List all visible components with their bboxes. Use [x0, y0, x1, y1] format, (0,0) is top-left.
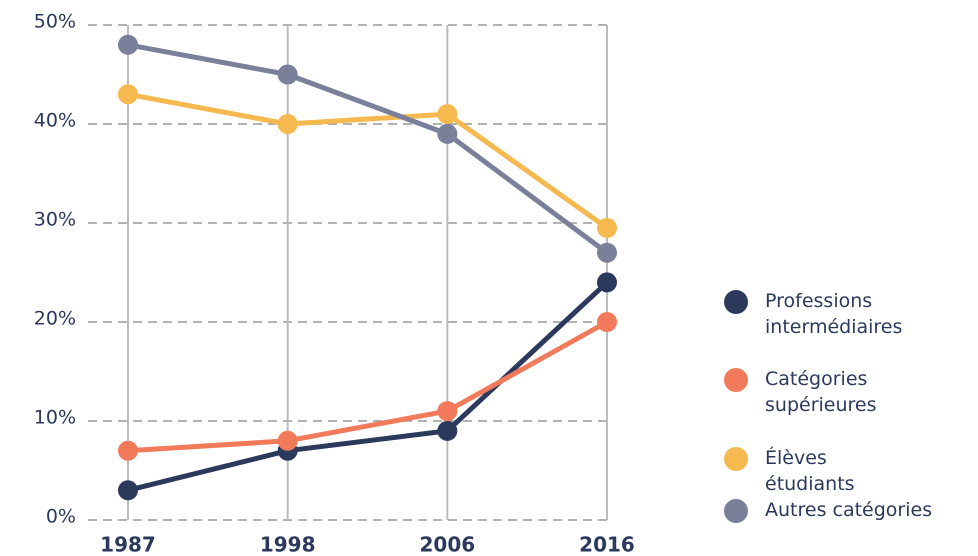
data-point	[118, 480, 138, 501]
x-tick-label: 2006	[419, 533, 475, 556]
data-point	[597, 242, 617, 263]
data-point	[118, 34, 138, 55]
legend-label: Autres catégories	[765, 499, 933, 521]
legend-item: Professions intermédiaires	[722, 288, 915, 340]
legend-marker	[724, 499, 748, 523]
data-point	[597, 217, 617, 238]
data-point	[437, 123, 458, 144]
legend-item: Catégories supérieures	[722, 366, 915, 418]
y-tick-label: 10%	[34, 407, 76, 429]
data-point	[437, 401, 458, 422]
series-line	[127, 42, 609, 255]
legend-marker	[724, 368, 748, 392]
legend-label: Catégories supérieures	[765, 368, 877, 416]
data-point	[597, 272, 617, 293]
legend-item: Élèves étudiants	[722, 445, 915, 497]
y-tick-label: 30%	[34, 209, 76, 231]
data-point	[118, 84, 138, 105]
data-point	[597, 312, 617, 332]
data-point	[277, 64, 298, 85]
legend-label: Élèves étudiants	[765, 447, 855, 495]
series-line	[127, 91, 609, 230]
data-point	[437, 104, 458, 125]
legend-marker	[724, 290, 748, 314]
y-tick-label: 20%	[34, 308, 76, 330]
legend-marker	[724, 447, 748, 471]
data-point	[437, 420, 458, 441]
y-tick-label: 40%	[34, 110, 76, 132]
y-tick-label: 0%	[46, 506, 76, 528]
x-tick-label: 2016	[579, 533, 635, 556]
y-tick-label: 50%	[34, 11, 76, 33]
legend-label: Professions intermédiaires	[765, 290, 903, 338]
series-line	[127, 319, 609, 454]
series-line	[127, 280, 609, 493]
data-point	[118, 440, 138, 461]
legend-item: Autres catégories	[722, 497, 978, 523]
x-tick-label: 1987	[100, 533, 156, 556]
data-point	[277, 430, 298, 451]
x-tick-label: 1998	[260, 533, 316, 556]
data-point	[277, 114, 298, 134]
